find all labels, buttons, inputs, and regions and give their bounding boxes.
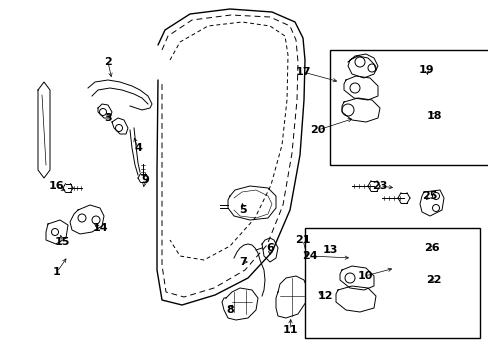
Text: 6: 6	[265, 243, 273, 253]
Text: 9: 9	[141, 175, 149, 185]
Bar	[329, 50, 488, 165]
Text: 20: 20	[310, 125, 325, 135]
Text: 17: 17	[295, 67, 310, 77]
Text: 12: 12	[317, 291, 332, 301]
Text: 22: 22	[426, 275, 441, 285]
Text: 14: 14	[92, 223, 107, 233]
Text: 7: 7	[239, 257, 246, 267]
Text: 24: 24	[302, 251, 317, 261]
Text: 16: 16	[48, 181, 63, 191]
Text: 23: 23	[371, 181, 387, 191]
Text: 4: 4	[134, 143, 142, 153]
Text: 2: 2	[104, 57, 112, 67]
Bar	[305, 228, 479, 338]
Text: 11: 11	[282, 325, 297, 335]
Text: 5: 5	[239, 205, 246, 215]
Text: 18: 18	[426, 111, 441, 121]
Text: 13: 13	[322, 245, 337, 255]
Text: 19: 19	[418, 65, 434, 75]
Text: 15: 15	[54, 237, 70, 247]
Text: 8: 8	[225, 305, 233, 315]
Text: 1: 1	[53, 267, 61, 277]
Text: 26: 26	[423, 243, 439, 253]
Text: 25: 25	[422, 191, 437, 201]
Text: 21: 21	[295, 235, 310, 245]
Text: 10: 10	[357, 271, 372, 281]
Text: 3: 3	[104, 113, 112, 123]
